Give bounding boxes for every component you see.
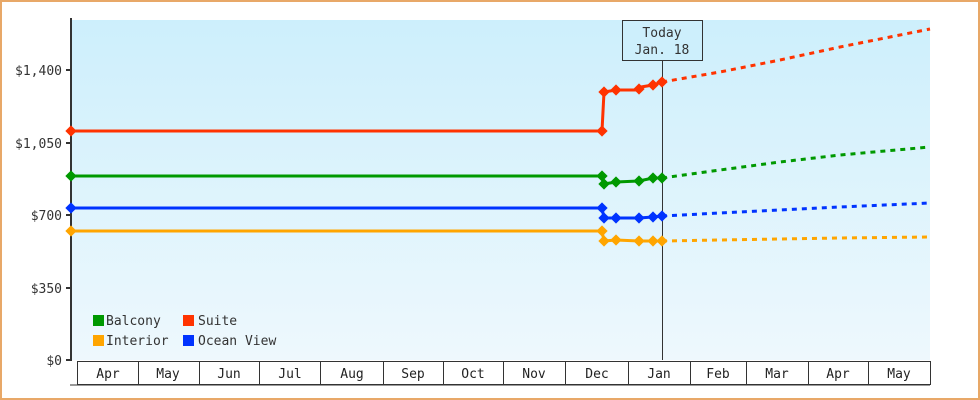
suite-swatch-icon [183, 315, 194, 326]
x-label-may: May [156, 367, 180, 382]
y-label-1400: $1,400 [15, 64, 62, 79]
svg-text:Balcony: Balcony [106, 314, 161, 329]
x-label-jul: Jul [278, 367, 301, 382]
legend-item-suite[interactable]: Suite [183, 314, 237, 329]
plot-area [71, 20, 930, 360]
ocean-view-swatch-icon [183, 335, 194, 346]
x-label-sep: Sep [401, 367, 425, 382]
x-label-jan: Jan [647, 367, 670, 382]
legend-item-ocean-view[interactable]: Ocean View [183, 334, 276, 349]
today-label: Today [642, 26, 681, 41]
balcony-swatch-icon [93, 315, 104, 326]
x-label-apr: Apr [96, 367, 120, 382]
x-label-jun: Jun [217, 367, 240, 382]
legend: Balcony Suite Interior Ocean View [93, 314, 276, 349]
x-label-mar: Mar [765, 367, 789, 382]
svg-text:Interior: Interior [106, 334, 169, 349]
x-label-may-2: May [887, 367, 911, 382]
svg-text:Ocean View: Ocean View [198, 334, 276, 349]
y-label-700: $700 [31, 209, 62, 224]
today-callout [622, 20, 703, 61]
y-label-0: $0 [46, 354, 62, 369]
x-label-aug: Aug [340, 367, 363, 382]
legend-item-interior[interactable]: Interior [93, 334, 169, 349]
y-ticks [66, 69, 71, 361]
today-date: Jan. 18 [635, 43, 690, 58]
series-balcony[interactable] [65, 145, 931, 190]
svg-text:Suite: Suite [198, 314, 237, 329]
x-label-apr-2: Apr [826, 367, 850, 382]
x-axis [70, 361, 931, 386]
interior-swatch-icon [93, 335, 104, 346]
y-label-1050: $1,050 [15, 137, 62, 152]
x-label-nov: Nov [522, 367, 546, 382]
legend-item-balcony[interactable]: Balcony [93, 314, 161, 329]
x-label-dec: Dec [585, 367, 608, 382]
x-label-feb: Feb [706, 367, 730, 382]
x-label-oct: Oct [461, 367, 484, 382]
series-interior[interactable] [65, 225, 931, 247]
y-label-350: $350 [31, 282, 62, 297]
